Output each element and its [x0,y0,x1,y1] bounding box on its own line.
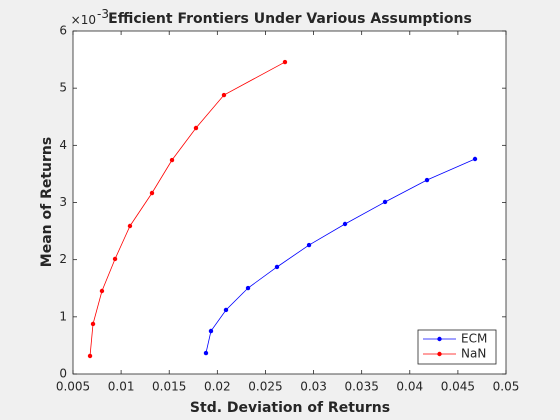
data-point [245,285,251,291]
y-tick-label: 4 [59,138,67,152]
data-point [208,328,214,334]
data-point [90,321,96,327]
x-tick-label: 0.025 [248,380,282,394]
x-tick-label: 0.005 [56,380,90,394]
x-tick-label: 0.04 [396,380,423,394]
legend-box [417,329,497,365]
y-multiplier-exponent: -3 [97,7,109,21]
data-point [306,242,312,248]
x-tick-label: 0.045 [441,380,475,394]
data-point [342,221,348,227]
y-tick-label: 1 [59,309,67,323]
data-point [127,223,133,229]
plot-area [73,31,506,374]
data-point [87,353,93,359]
y-tick-label: 0 [59,367,67,381]
legend-marker [437,351,442,357]
legend-marker [437,336,442,342]
series-line [89,61,286,357]
series-line [205,158,476,354]
chart-title: Efficient Frontiers Under Various Assump… [108,11,472,27]
data-point [203,350,209,356]
data-point [472,156,478,162]
x-tick-label: 0.02 [204,380,231,394]
y-tick-label: 5 [59,81,67,95]
data-point [112,256,118,262]
legend-label: NaN [461,347,486,361]
data-point [382,199,388,205]
x-tick-label: 0.01 [108,380,135,394]
y-tick-label: 3 [59,195,67,209]
data-point [274,264,280,270]
x-axis-label: Std. Deviation of Returns [190,400,390,416]
data-point [221,92,227,98]
legend-label: ECM [461,332,487,346]
x-tick-label: 0.015 [152,380,186,394]
y-multiplier: ×10 [71,13,96,27]
x-tick-label: 0.035 [344,380,378,394]
data-point [282,59,288,65]
x-tick-label: 0.05 [493,380,520,394]
data-point [149,190,155,196]
y-tick-label: 2 [59,252,67,266]
data-point [223,307,229,313]
y-axis-label: Mean of Returns [39,137,55,267]
y-tick-label: 6 [59,24,67,38]
x-tick-label: 0.03 [300,380,327,394]
data-point [424,177,430,183]
data-point [169,157,175,163]
data-point [193,125,199,131]
data-point [99,288,105,294]
